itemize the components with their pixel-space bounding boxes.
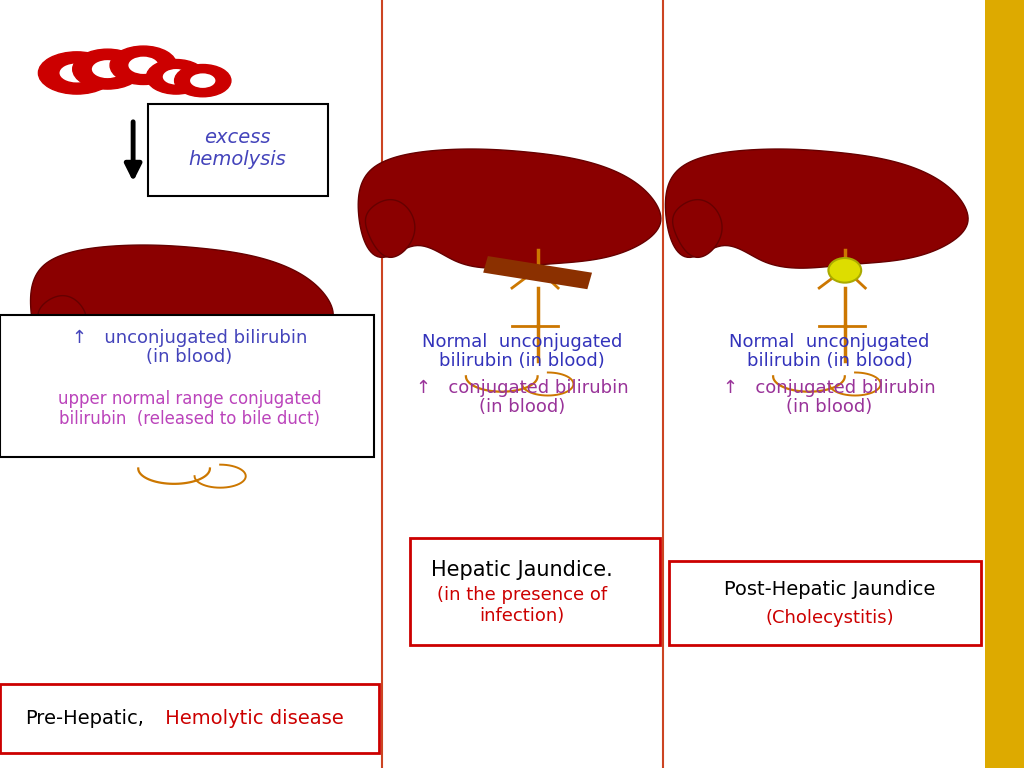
FancyBboxPatch shape [0,684,379,753]
Text: ↑   conjugated bilirubin: ↑ conjugated bilirubin [416,379,629,397]
FancyBboxPatch shape [410,538,660,645]
FancyBboxPatch shape [985,0,1024,768]
Text: Normal  unconjugated: Normal unconjugated [422,333,623,351]
FancyBboxPatch shape [0,315,374,457]
Text: bilirubin (in blood): bilirubin (in blood) [746,352,912,370]
Text: (in blood): (in blood) [786,398,872,416]
Text: (in the presence of: (in the presence of [437,586,607,604]
Ellipse shape [163,69,189,84]
Ellipse shape [128,57,159,74]
Text: (Cholecystitis): (Cholecystitis) [765,609,894,627]
Polygon shape [31,245,333,364]
FancyBboxPatch shape [148,104,328,196]
Text: Post-Hepatic Jaundice: Post-Hepatic Jaundice [724,580,935,598]
Ellipse shape [174,65,231,97]
Text: ↑   conjugated bilirubin: ↑ conjugated bilirubin [723,379,936,397]
Text: Normal  unconjugated: Normal unconjugated [729,333,930,351]
Ellipse shape [190,74,215,88]
Text: (in blood): (in blood) [479,398,565,416]
FancyBboxPatch shape [483,256,592,290]
Text: upper normal range conjugated: upper normal range conjugated [57,390,322,409]
FancyBboxPatch shape [669,561,981,645]
Ellipse shape [111,46,177,84]
Text: excess
hemolysis: excess hemolysis [188,127,287,169]
Polygon shape [666,149,968,268]
Ellipse shape [73,49,142,89]
Ellipse shape [59,64,94,82]
Text: infection): infection) [479,607,565,625]
Polygon shape [358,149,660,268]
Text: Pre-Hepatic,: Pre-Hepatic, [26,709,144,727]
Ellipse shape [92,60,123,78]
Text: bilirubin  (released to bile duct): bilirubin (released to bile duct) [59,409,319,428]
Ellipse shape [146,60,206,94]
Text: Hemolytic disease: Hemolytic disease [159,709,343,727]
Polygon shape [366,200,415,257]
Text: bilirubin (in blood): bilirubin (in blood) [439,352,605,370]
Ellipse shape [39,52,116,94]
Circle shape [828,258,861,283]
Polygon shape [673,200,722,257]
Text: Hepatic Jaundice.: Hepatic Jaundice. [431,560,613,580]
Text: (in blood): (in blood) [146,348,232,366]
Polygon shape [38,296,87,353]
Text: ↑   unconjugated bilirubin: ↑ unconjugated bilirubin [72,329,307,347]
